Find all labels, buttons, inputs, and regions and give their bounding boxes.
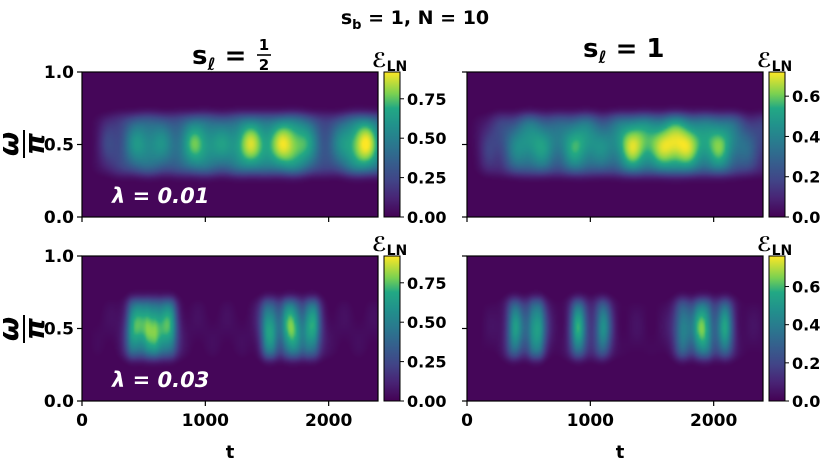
svg-text:π: π	[18, 132, 51, 155]
svg-text:sℓ =: sℓ =	[192, 41, 246, 75]
colorbar-tick-label: 0.25	[407, 353, 446, 372]
svg-text:π: π	[18, 317, 51, 340]
heatmap-image	[82, 72, 378, 217]
colorbar	[383, 71, 401, 218]
ylabel-bottom: ω π	[0, 315, 51, 343]
ylabel-top: ω π	[0, 130, 51, 158]
colorbar	[768, 71, 786, 218]
colorbar-label: ℰLN	[757, 48, 792, 75]
colorbar-tick-label: 0.75	[407, 274, 446, 293]
lambda-annotation: λ = 0.01	[111, 184, 209, 208]
colorbar	[383, 255, 401, 402]
xtick-label: 2000	[305, 411, 352, 431]
suptitle: sb = 1, N = 10	[341, 7, 489, 33]
colorbar-tick-label: 0.2	[792, 168, 820, 187]
colorbar-tick-label: 0.50	[407, 313, 446, 332]
xlabel-right: t	[616, 442, 625, 463]
heatmap-image	[467, 256, 763, 401]
panel-1-0: 0.0 0.5 1.0 0 1000 2000 λ = 0.03 0.00 0.25 0.50 0.…	[44, 232, 447, 431]
colorbar-tick-label: 0.4	[792, 316, 820, 335]
colorbar	[768, 255, 786, 402]
column-title-right: sℓ = 1	[583, 34, 665, 68]
svg-text:ω: ω	[0, 132, 25, 156]
xtick-label: 1000	[182, 411, 229, 431]
colorbar-tick-label: 0.0	[792, 392, 820, 411]
ytick-label: 0.5	[44, 320, 74, 340]
colorbar-tick-label: 0.00	[407, 392, 446, 411]
svg-text:ω: ω	[0, 317, 25, 341]
colorbar-tick-label: 0.6	[792, 87, 820, 106]
colorbar-tick-label: 0.6	[792, 278, 820, 297]
xtick-label: 0	[76, 411, 88, 431]
lambda-annotation: λ = 0.03	[111, 368, 209, 392]
ytick-label: 1.0	[44, 63, 74, 83]
colorbar-label: ℰLN	[757, 232, 792, 259]
ytick-label: 0.0	[44, 392, 74, 412]
colorbar-tick-label: 0.0	[792, 208, 820, 227]
ytick-label: 0.0	[44, 208, 74, 228]
colorbar-tick-label: 0.2	[792, 354, 820, 373]
xtick-label: 2000	[690, 411, 737, 431]
xtick-label: 0	[461, 411, 473, 431]
colorbar-tick-label: 0.50	[407, 129, 446, 148]
panels: 0.00.51.0λ = 0.010.000.250.500.75ℰLN0.00…	[44, 48, 820, 431]
column-title-left: sℓ = 1 2	[192, 36, 271, 75]
colorbar-tick-label: 0.4	[792, 127, 820, 146]
colorbar-tick-label: 0.75	[407, 90, 446, 109]
ytick-label: 1.0	[44, 247, 74, 267]
frac-num: 1	[259, 36, 269, 54]
colorbar-label: ℰLN	[372, 48, 407, 75]
frac-den: 2	[259, 56, 269, 74]
colorbar-label: ℰLN	[372, 232, 407, 259]
colorbar-tick-label: 0.00	[407, 208, 446, 227]
ytick-label: 0.5	[44, 136, 74, 156]
colorbar-tick-label: 0.25	[407, 169, 446, 188]
heatmap-image	[82, 256, 378, 401]
xlabel-left: t	[226, 442, 235, 463]
xtick-label: 1000	[567, 411, 614, 431]
heatmap-image	[467, 72, 763, 217]
